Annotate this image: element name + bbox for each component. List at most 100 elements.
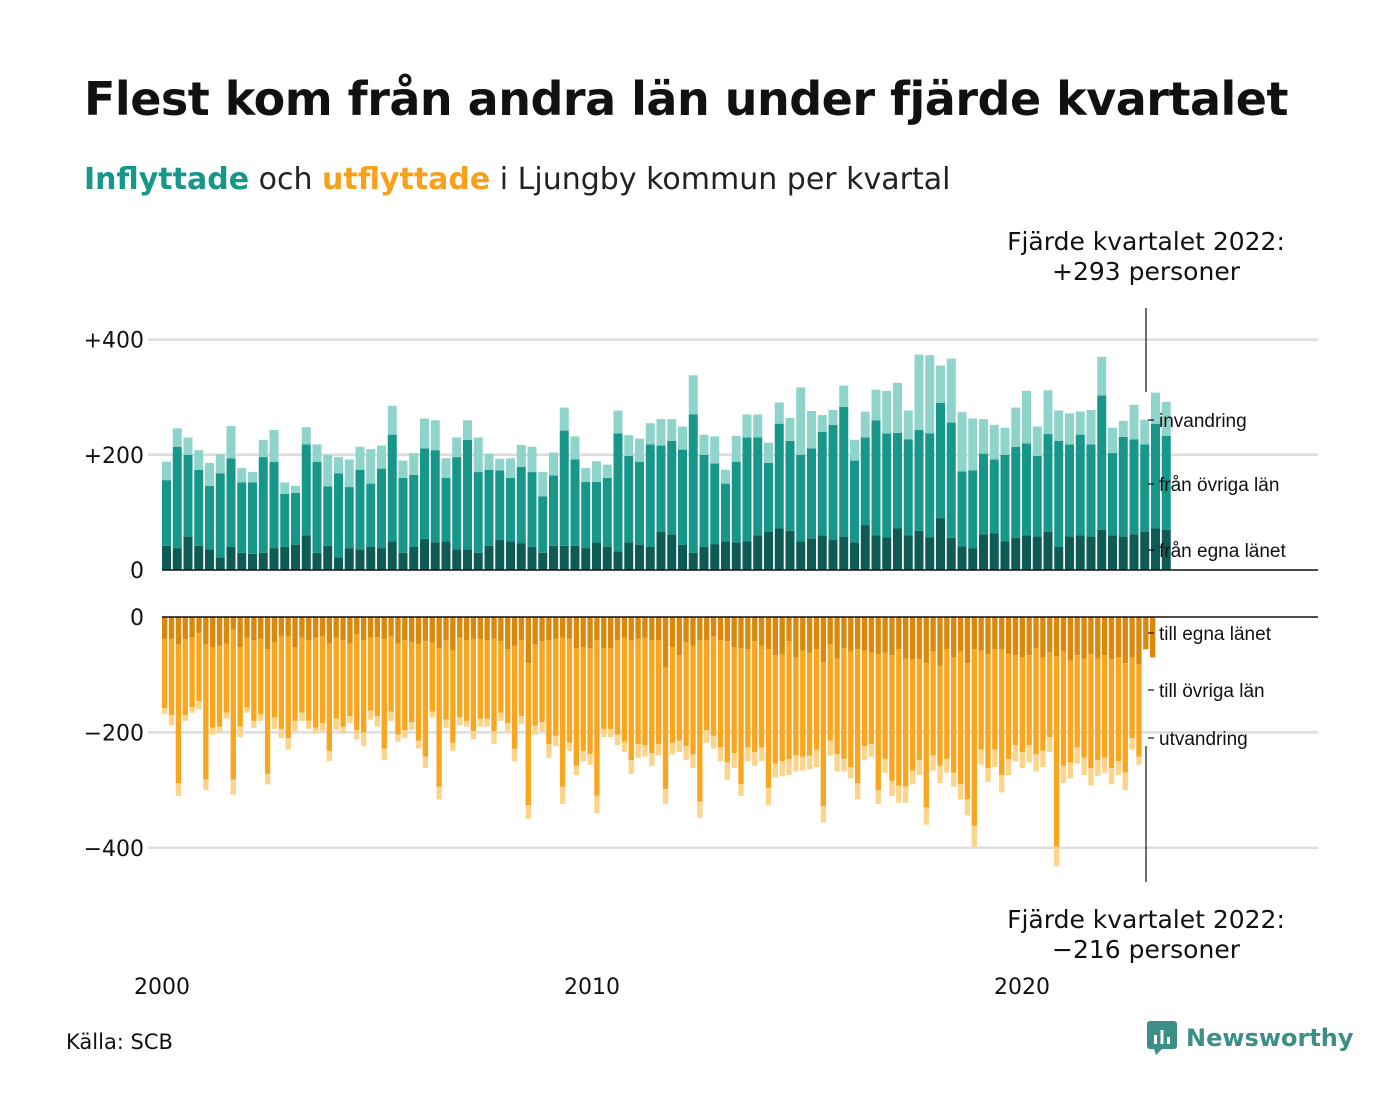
bar-out-other: [923, 663, 929, 808]
bar-out-own: [457, 617, 463, 638]
bar-out-own: [546, 617, 552, 641]
bar-out-own: [278, 617, 284, 637]
bar-out-emigration: [1047, 737, 1053, 753]
bar-out-other: [999, 649, 1005, 776]
bar-out-emigration: [1088, 768, 1094, 786]
bar-in-immigration: [1011, 407, 1021, 447]
bar-out-own: [889, 617, 895, 656]
bar-out-other: [635, 638, 641, 744]
bar-out-other: [834, 658, 840, 755]
bar-out-emigration: [621, 741, 628, 753]
top-annotation-line1: Fjärde kvartalet 2022:: [1007, 227, 1285, 256]
bar-out-emigration: [827, 740, 833, 756]
bar-out-emigration: [820, 806, 827, 823]
bar-in-own: [645, 546, 655, 570]
bar-in-other: [398, 477, 408, 553]
bar-in-own: [914, 530, 924, 570]
bar-out-emigration: [1040, 750, 1046, 768]
bar-out-own: [957, 617, 964, 652]
bar-out-emigration: [1019, 752, 1025, 769]
bar-out-own: [1053, 617, 1060, 657]
bar-in-own: [635, 544, 644, 570]
bar-out-other: [175, 644, 182, 784]
newsworthy-logo-icon: [1147, 1021, 1177, 1055]
bar-out-own: [731, 617, 737, 648]
bar-in-own: [420, 538, 429, 570]
bar-out-other: [388, 636, 394, 712]
bar-in-own: [946, 537, 956, 570]
bar-out-own: [216, 617, 223, 646]
bar-in-immigration: [484, 453, 494, 470]
bar-in-own: [796, 541, 806, 570]
bar-in-immigration: [882, 390, 892, 434]
bar-out-own: [937, 617, 943, 666]
bar-in-other: [420, 448, 429, 539]
bar-in-other: [1140, 444, 1150, 532]
bar-out-own: [1095, 617, 1101, 659]
bar-in-immigration: [258, 439, 268, 458]
bar-out-other: [559, 637, 566, 787]
chart-subtitle: Inflyttade och utflyttade i Ljungby komm…: [84, 162, 950, 197]
bar-out-other: [731, 647, 737, 754]
bar-in-other: [215, 473, 225, 558]
bar-in-own: [1129, 534, 1139, 570]
bar-out-emigration: [704, 730, 710, 743]
bar-out-emigration: [1122, 772, 1128, 791]
bar-out-other: [1033, 648, 1039, 755]
bar-out-other: [1081, 658, 1087, 758]
bar-out-own: [1101, 617, 1108, 656]
utflyttade-bars: [162, 617, 1156, 867]
bar-out-other: [484, 640, 490, 719]
bar-out-emigration: [854, 783, 861, 800]
bar-in-own: [968, 548, 978, 570]
bar-out-emigration: [765, 787, 772, 806]
bar-in-own: [1000, 541, 1010, 570]
bar-out-own: [690, 617, 696, 646]
bar-out-own: [354, 617, 360, 635]
bar-in-own: [957, 546, 967, 570]
bar-out-other: [738, 648, 744, 785]
bar-out-emigration: [1081, 757, 1087, 776]
bar-out-emigration: [717, 747, 724, 762]
series-label: till egna länet: [1159, 624, 1272, 645]
bar-in-other: [807, 448, 816, 539]
bar-out-other: [278, 636, 284, 729]
bar-out-emigration: [923, 807, 929, 825]
series-label: från egna länet: [1159, 541, 1286, 562]
bar-out-emigration: [594, 795, 600, 814]
bar-in-own: [624, 542, 634, 570]
bar-in-immigration: [936, 365, 945, 403]
bar-out-own: [162, 617, 168, 639]
bar-in-immigration: [581, 468, 591, 482]
bar-in-own: [301, 535, 311, 570]
bar-out-own: [553, 617, 559, 639]
bar-out-other: [518, 640, 525, 717]
bar-in-other: [226, 458, 236, 547]
bar-in-other: [871, 420, 881, 536]
bar-out-emigration: [525, 805, 531, 819]
bar-out-own: [168, 617, 175, 639]
bar-out-other: [374, 637, 381, 717]
bar-in-own: [581, 548, 591, 570]
bar-out-own: [779, 617, 785, 654]
bar-out-own: [999, 617, 1005, 650]
bar-in-immigration: [527, 446, 537, 473]
series-label: utvandring: [1159, 729, 1248, 750]
bar-out-emigration: [649, 753, 655, 766]
bar-out-other: [347, 643, 353, 717]
bar-in-own: [183, 536, 193, 570]
y-tick-bottom: −400: [84, 837, 144, 862]
bar-in-other: [291, 492, 300, 545]
bar-out-emigration: [230, 779, 236, 795]
bar-out-emigration: [415, 740, 422, 749]
bar-out-own: [182, 617, 188, 639]
bar-out-emigration: [841, 758, 847, 772]
bar-in-immigration: [1161, 401, 1171, 436]
brand-name: Newsworthy: [1186, 1024, 1354, 1052]
bar-in-other: [624, 455, 634, 543]
bar-out-emigration: [463, 720, 470, 727]
bar-out-own: [518, 617, 525, 641]
bottom-annotation-line2: −216 personer: [1052, 935, 1241, 964]
bar-out-other: [395, 643, 401, 735]
